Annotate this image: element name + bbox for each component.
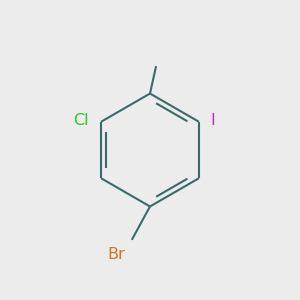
Text: I: I	[211, 113, 215, 128]
Text: Br: Br	[107, 247, 125, 262]
Text: Cl: Cl	[74, 113, 89, 128]
